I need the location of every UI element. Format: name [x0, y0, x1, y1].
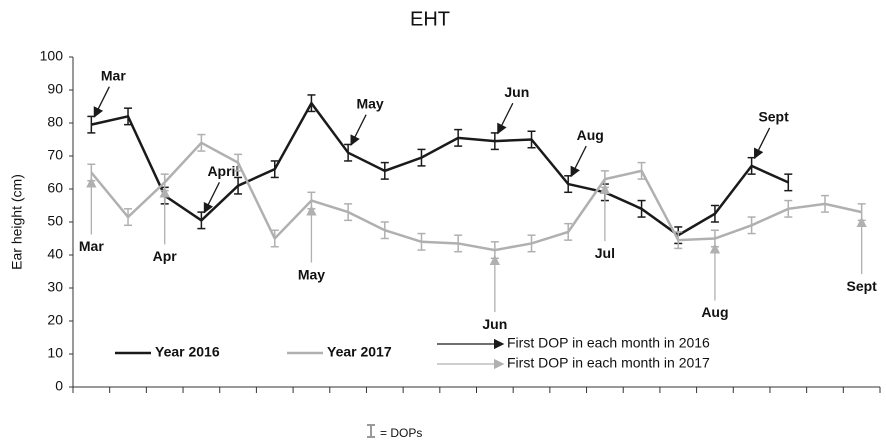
annotation-arrow	[203, 182, 220, 214]
annotation: Mar	[101, 67, 126, 83]
annotation: Aug	[577, 127, 604, 143]
annotation: April	[207, 163, 239, 179]
annotation: May	[356, 95, 383, 111]
arrow-legend-label: First DOP in each month in 2016	[507, 335, 710, 351]
annotation-arrow	[570, 145, 587, 178]
y-tick-label: 70	[47, 147, 63, 163]
y-axis-label: Ear height (cm)	[9, 174, 25, 270]
annotation-arrow	[497, 102, 514, 135]
y-tick-label: 20	[47, 312, 63, 328]
chart-title: EHT	[410, 8, 450, 30]
annotation: Apr	[153, 248, 178, 264]
y-tick-label: 10	[47, 345, 63, 361]
annotation: Jul	[595, 245, 615, 261]
error-note-label: = DOPs	[380, 426, 422, 440]
legend-label: Year 2016	[155, 344, 220, 360]
y-tick-label: 60	[47, 180, 63, 196]
annotation-arrow	[754, 127, 771, 160]
series-line	[91, 100, 789, 237]
annotation-arrow	[93, 86, 110, 118]
annotation: Jun	[482, 316, 507, 332]
y-tick-label: 100	[40, 48, 64, 64]
y-tick-label: 0	[55, 378, 63, 394]
y-tick-label: 80	[47, 114, 63, 130]
series-line	[90, 141, 862, 252]
annotation: Aug	[701, 304, 728, 320]
y-tick-label: 90	[47, 81, 63, 97]
legend-label: Year 2017	[327, 344, 392, 360]
annotation-arrow	[350, 114, 367, 146]
error-note: = DOPs	[367, 424, 422, 440]
annotation: May	[298, 266, 325, 282]
arrow-legend-label: First DOP in each month in 2017	[507, 355, 710, 371]
y-tick-label: 30	[47, 279, 63, 295]
annotation: Jun	[504, 84, 529, 100]
y-tick-label: 40	[47, 246, 63, 262]
annotation: Mar	[79, 238, 104, 254]
y-tick-label: 50	[47, 213, 63, 229]
annotation: Sept	[846, 278, 877, 294]
annotation: Sept	[758, 109, 789, 125]
